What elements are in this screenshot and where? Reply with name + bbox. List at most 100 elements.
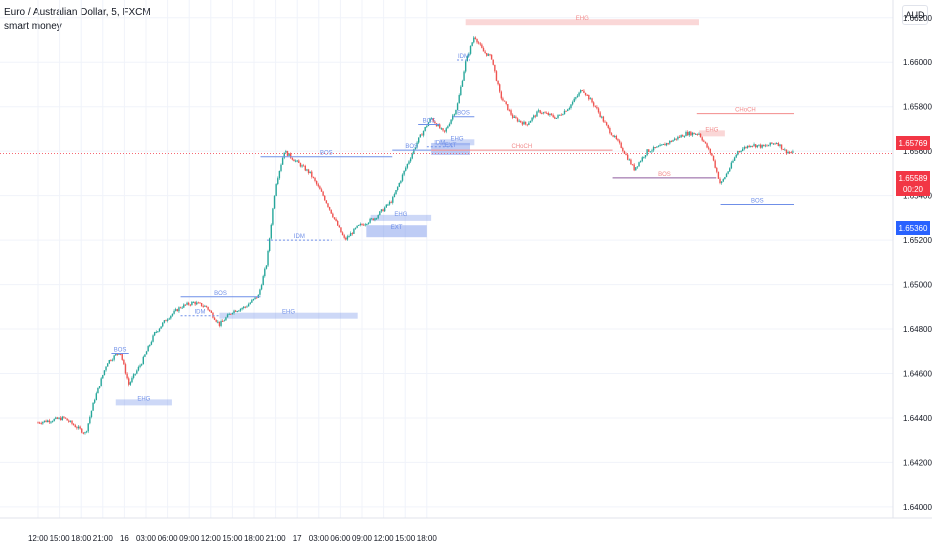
candle-body	[393, 194, 396, 198]
candle-body	[667, 143, 669, 145]
candle-body	[614, 135, 616, 137]
candle-body	[158, 328, 161, 332]
candle-body	[714, 160, 716, 168]
candle-body	[163, 320, 166, 323]
candle-body	[90, 410, 93, 418]
candle-body	[730, 162, 733, 169]
candle-body	[592, 102, 595, 106]
candle-body	[176, 309, 179, 312]
candle-body	[298, 160, 300, 164]
annotation-label: BOS	[214, 291, 227, 297]
candle-body	[118, 353, 120, 355]
candle-body	[703, 140, 705, 142]
candle-body	[756, 145, 758, 148]
candle-body	[51, 421, 54, 423]
candle-body	[199, 302, 201, 304]
candle-body	[328, 206, 331, 210]
candle-body	[720, 181, 723, 184]
candle-body	[695, 133, 697, 135]
candle-body	[769, 142, 771, 146]
time-axis[interactable]: 12:00 15:00 18:00 21:00 16 03:00 06:00 09:00 12:…	[28, 534, 437, 543]
x-tick-label: 09:00	[352, 534, 373, 543]
candle-body	[192, 301, 195, 303]
annotation-label: CHoCH	[735, 108, 756, 114]
candle-body	[500, 91, 503, 99]
candle-body	[272, 208, 274, 225]
annotation-label: IDM	[294, 234, 305, 240]
candle-body	[719, 178, 721, 184]
candle-body	[409, 158, 412, 162]
candle-body	[223, 320, 225, 322]
candle-body	[103, 370, 106, 375]
candle-body	[523, 121, 525, 125]
candle-body	[364, 224, 366, 226]
candle-body	[626, 154, 629, 160]
candle-body	[166, 319, 169, 321]
candle-body	[187, 302, 190, 305]
candle-body	[89, 417, 91, 424]
candle-body	[552, 114, 554, 118]
candle-body	[191, 301, 193, 305]
candle-body	[461, 80, 464, 87]
candle-body	[526, 124, 528, 126]
candle-body	[380, 209, 383, 212]
candle-body	[66, 418, 68, 421]
candle-body	[311, 171, 313, 177]
indicator-name[interactable]: smart money	[4, 21, 62, 32]
candle-body	[662, 143, 665, 145]
candle-body	[367, 222, 370, 225]
candle-body	[228, 313, 230, 315]
candle-body	[742, 148, 744, 152]
candle-body	[64, 417, 67, 419]
candle-body	[707, 147, 710, 149]
candle-body	[233, 310, 235, 314]
candle-body	[408, 161, 410, 164]
annotation-label: EHG	[137, 396, 150, 402]
currency-button[interactable]: AUD	[902, 5, 928, 25]
x-tick-label: 03:00	[309, 534, 330, 543]
candle-body	[115, 354, 117, 356]
candle-body	[537, 110, 540, 112]
candle-body	[555, 117, 558, 119]
candle-body	[179, 307, 182, 309]
candle-body	[605, 122, 608, 125]
candle-body	[239, 308, 242, 311]
candle-body	[448, 123, 451, 127]
candle-body	[489, 54, 491, 56]
candle-body	[162, 322, 164, 327]
candle-body	[40, 423, 42, 425]
x-tick-label: 17	[293, 534, 302, 543]
x-tick-label: 12:00	[201, 534, 222, 543]
annotation-label: IDM	[195, 310, 206, 316]
candle-body	[443, 130, 446, 132]
candle-body	[379, 211, 381, 216]
candle-body	[252, 298, 255, 301]
candle-body	[411, 153, 413, 159]
candle-body	[181, 307, 183, 309]
candle-body	[247, 304, 250, 307]
candle-body	[273, 195, 276, 209]
candle-body	[758, 144, 760, 146]
x-tick-label: 18:00	[417, 534, 438, 543]
candle-body	[584, 92, 587, 95]
candle-body	[314, 177, 316, 181]
candle-body	[596, 106, 598, 109]
candle-body	[385, 204, 387, 208]
candle-body	[418, 137, 420, 143]
candle-body	[149, 344, 151, 347]
candle-body	[656, 146, 658, 148]
candle-body	[706, 143, 708, 148]
annotation-label: BOS	[405, 144, 418, 150]
y-tick-label: 1.64200	[903, 458, 932, 467]
candle-body	[557, 115, 559, 118]
candle-body	[542, 112, 545, 114]
candle-body	[260, 285, 263, 290]
countdown-text: 00:20	[903, 185, 924, 194]
candle-body	[359, 223, 362, 226]
annotation-label: IDM	[458, 54, 469, 60]
price-axis[interactable]: 1.66200 1.66000 1.65800 1.65600 1.65400 1.652…	[903, 14, 932, 512]
candle-body	[217, 321, 219, 323]
y-tick-label: 1.65800	[903, 103, 932, 112]
candle-body	[716, 167, 718, 172]
